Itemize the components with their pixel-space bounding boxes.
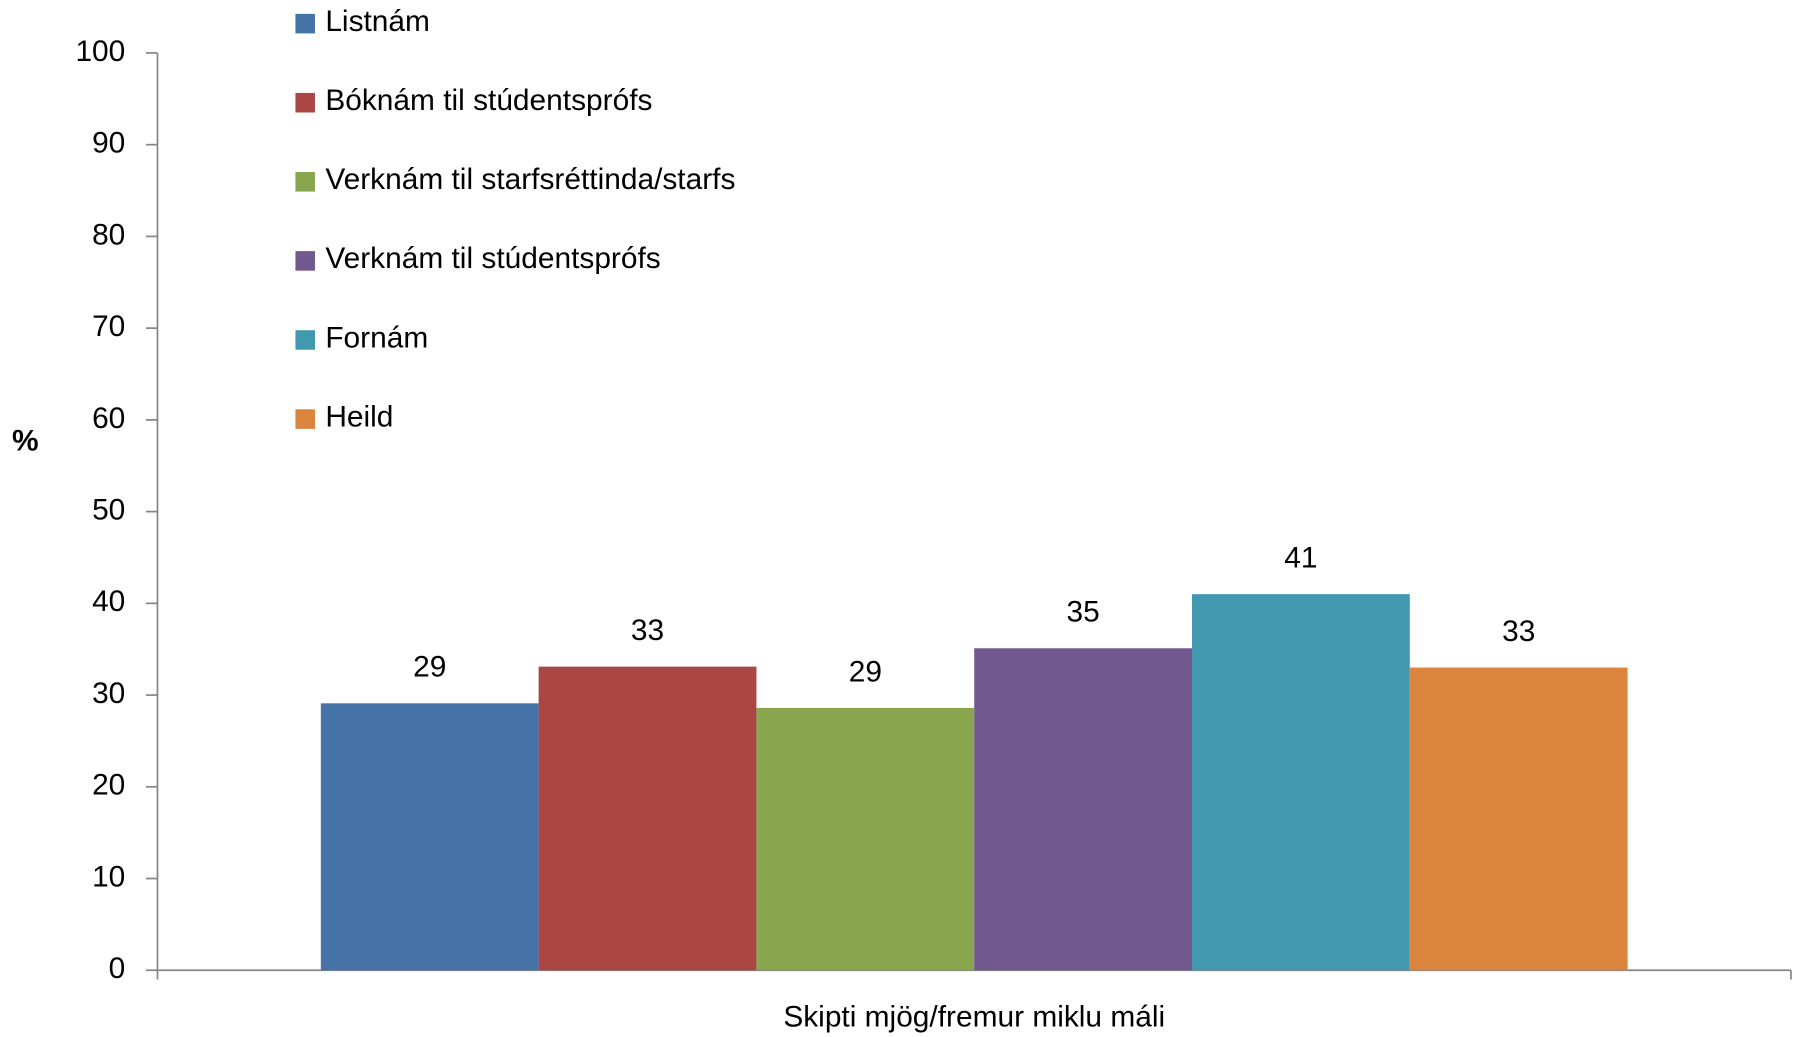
legend-label: Bóknám til stúdentsprófs: [325, 84, 652, 117]
bar: [1409, 667, 1628, 971]
y-tick-label: 70: [92, 310, 125, 343]
legend-swatch: [295, 409, 315, 429]
data-label: 33: [1502, 615, 1535, 648]
legend-swatch: [295, 330, 315, 350]
bar: [974, 648, 1193, 971]
bar: [538, 666, 757, 971]
y-axis-label: %: [12, 425, 39, 458]
legend-label: Fornám: [325, 321, 428, 354]
legend-label: Verknám til stúdentsprófs: [325, 242, 660, 275]
bar: [320, 703, 539, 971]
bar: [1192, 594, 1410, 971]
data-label: 29: [849, 655, 882, 688]
legend-swatch: [295, 251, 315, 271]
y-tick-label: 10: [92, 860, 125, 893]
legend-label: Heild: [325, 400, 393, 433]
legend-label: Verknám til starfsréttinda/starfs: [325, 163, 735, 196]
y-tick-label: 100: [75, 35, 125, 68]
legend-swatch: [295, 92, 315, 113]
y-tick-label: 60: [92, 402, 125, 435]
y-tick-label: 90: [92, 127, 125, 160]
data-label: 33: [631, 614, 664, 647]
data-label: 29: [413, 651, 446, 684]
y-tick-label: 20: [92, 769, 125, 802]
y-tick-label: 80: [92, 218, 125, 251]
bar: [756, 707, 975, 971]
y-tick-label: 40: [92, 585, 125, 618]
legend-label: Listnám: [325, 5, 430, 38]
y-tick-label: 30: [92, 677, 125, 710]
legend-swatch: [295, 13, 315, 34]
y-tick-label: 0: [109, 952, 126, 985]
data-label: 35: [1066, 596, 1099, 629]
x-tick-label: Skipti mjög/fremur miklu máli: [783, 1000, 1165, 1033]
legend-swatch: [295, 172, 315, 192]
data-label: 41: [1284, 542, 1317, 575]
y-tick-label: 50: [92, 493, 125, 526]
